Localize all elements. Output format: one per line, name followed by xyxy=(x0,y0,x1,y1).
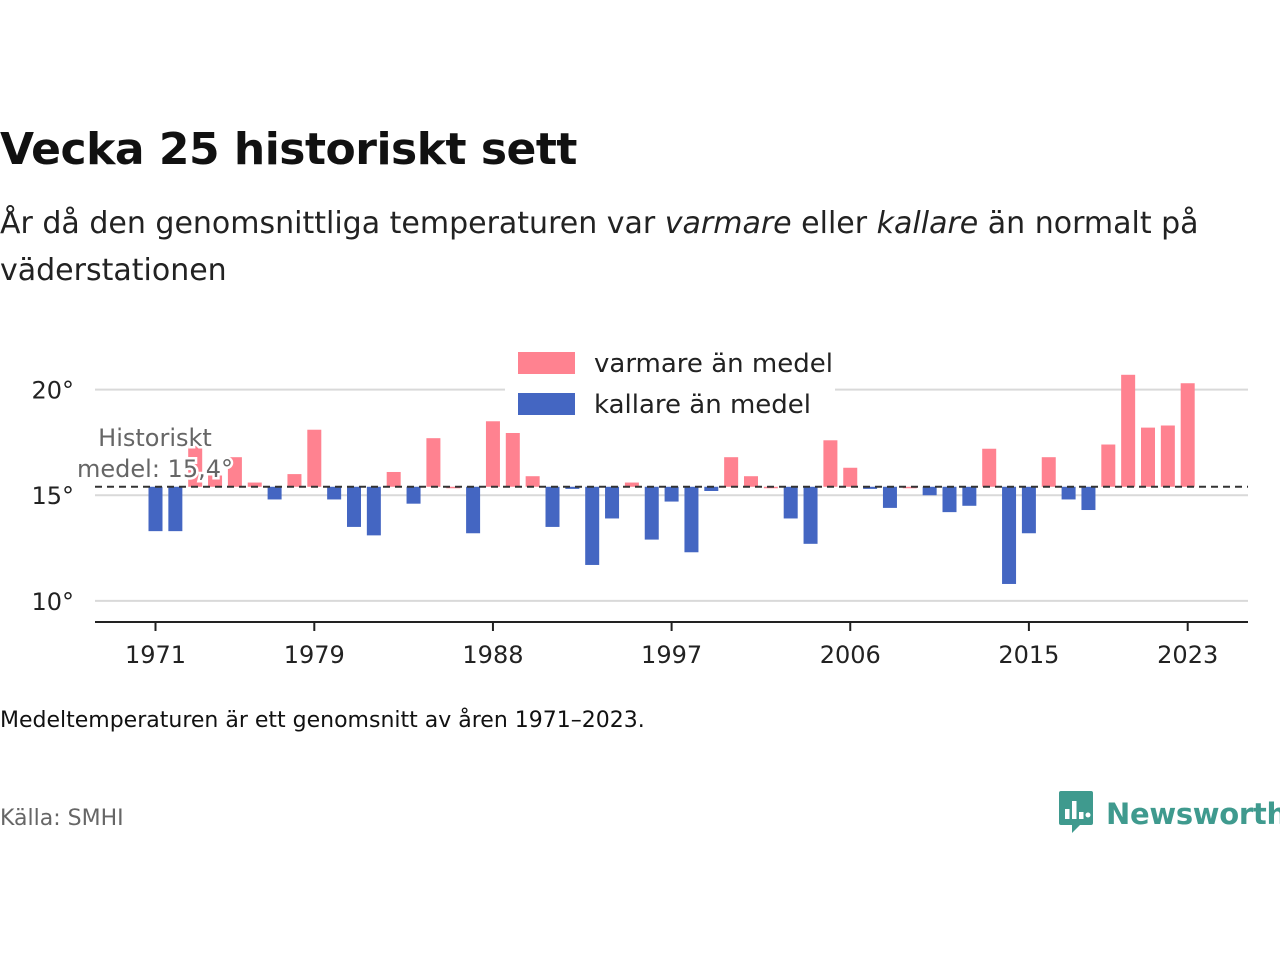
legend-swatch-0 xyxy=(518,352,575,374)
bar-2013 xyxy=(982,448,997,487)
bar-2021 xyxy=(1141,427,1155,487)
bar-2012 xyxy=(962,486,977,506)
bar-1985 xyxy=(426,438,441,487)
subtitle-part1: År då den genomsnittliga temperaturen va… xyxy=(0,206,665,241)
bar-2007 xyxy=(863,486,878,489)
page-subtitle: År då den genomsnittliga temperaturen va… xyxy=(0,200,1240,294)
bar-1977 xyxy=(267,486,282,500)
bar-1995 xyxy=(624,482,639,487)
mean-label-line1: Historiskt xyxy=(98,424,212,452)
bar-1972 xyxy=(168,486,183,532)
bar-2011 xyxy=(942,486,957,513)
x-tick-label: 1971 xyxy=(125,641,186,669)
bar-1988 xyxy=(485,421,500,487)
y-tick-label: 20° xyxy=(31,377,74,405)
subtitle-part3: än normalt på väderstationen xyxy=(0,206,1199,288)
bar-1984 xyxy=(406,486,421,504)
x-tick-label: 2006 xyxy=(820,641,881,669)
bar-1998 xyxy=(684,486,699,553)
bar-2000 xyxy=(724,457,739,487)
bar-2016 xyxy=(1041,457,1056,487)
bar-1994 xyxy=(605,486,620,519)
page-title: Vecka 25 historiskt sett xyxy=(0,124,577,175)
bar-2001 xyxy=(744,476,758,487)
x-tick-label: 1979 xyxy=(284,641,345,669)
x-tick-label: 2015 xyxy=(998,641,1059,669)
y-tick-label: 15° xyxy=(31,482,74,510)
bar-2017 xyxy=(1061,486,1076,500)
bar-1996 xyxy=(644,486,659,540)
legend-swatch-1 xyxy=(518,393,575,415)
bar-2014 xyxy=(1002,486,1017,584)
subtitle-cold-word: kallare xyxy=(876,206,979,241)
bar-2004 xyxy=(803,486,818,544)
bars xyxy=(148,374,1195,584)
bar-2023 xyxy=(1180,383,1195,487)
subtitle-part2: eller xyxy=(791,206,877,241)
bar-1989 xyxy=(505,431,520,487)
mean-label-line2: medel: 15,4° xyxy=(77,455,233,483)
legend-label-1: kallare än medel xyxy=(594,390,811,420)
bar-1991 xyxy=(545,486,560,527)
x-tick-label: 1988 xyxy=(462,641,523,669)
bar-1983 xyxy=(386,471,401,487)
bar-1997 xyxy=(664,486,679,502)
bar-1993 xyxy=(585,486,600,565)
bar-1976 xyxy=(247,482,262,487)
subtitle-warm-word: varmare xyxy=(664,206,792,241)
bar-2018 xyxy=(1081,486,1096,511)
bar-2005 xyxy=(823,440,838,487)
bar-1974 xyxy=(208,474,223,487)
bar-1978 xyxy=(287,474,302,487)
bar-1999 xyxy=(704,486,719,491)
x-tick-label: 1997 xyxy=(641,641,702,669)
bar-2003 xyxy=(783,486,798,519)
bar-1973 xyxy=(188,442,203,487)
bar-1992 xyxy=(565,486,580,489)
y-tick-label: 10° xyxy=(31,588,74,616)
bar-1979 xyxy=(307,429,322,487)
bar-2015 xyxy=(1021,486,1036,534)
newsworthy-logo: Newsworthy xyxy=(1058,790,1280,838)
bar-1982 xyxy=(366,486,381,536)
source-note: Källa: SMHI xyxy=(0,806,124,831)
bar-1975 xyxy=(227,457,242,487)
bar-1980 xyxy=(327,486,342,500)
y-axis-ticks: 10° 15° 20° xyxy=(31,377,74,616)
bar-2006 xyxy=(843,467,858,487)
mean-line-group: Historiskt medel: 15,4° xyxy=(75,422,1248,488)
bar-1990 xyxy=(525,476,540,487)
bar-2008 xyxy=(882,486,897,508)
chart-footnote: Medeltemperaturen är ett genomsnitt av å… xyxy=(0,708,645,733)
newsworthy-logo-text: Newsworthy xyxy=(1106,797,1280,831)
x-tick-label: 2023 xyxy=(1157,641,1218,669)
bar-1986 xyxy=(446,486,461,489)
bar-2020 xyxy=(1121,374,1136,487)
legend-label-0: varmare än medel xyxy=(594,349,833,379)
bar-2010 xyxy=(922,486,937,496)
x-axis: 1971 1979 1988 1997 2006 2015 2023 xyxy=(95,621,1248,669)
legend: varmare än medel kallare än medel xyxy=(505,348,835,433)
bar-1987 xyxy=(466,486,481,534)
bar-2019 xyxy=(1101,444,1116,487)
bar-1981 xyxy=(347,486,361,527)
newsworthy-chart-icon xyxy=(1058,789,1094,839)
bar-1971 xyxy=(148,486,163,532)
bar-2009 xyxy=(902,486,917,489)
bar-2022 xyxy=(1160,425,1175,487)
